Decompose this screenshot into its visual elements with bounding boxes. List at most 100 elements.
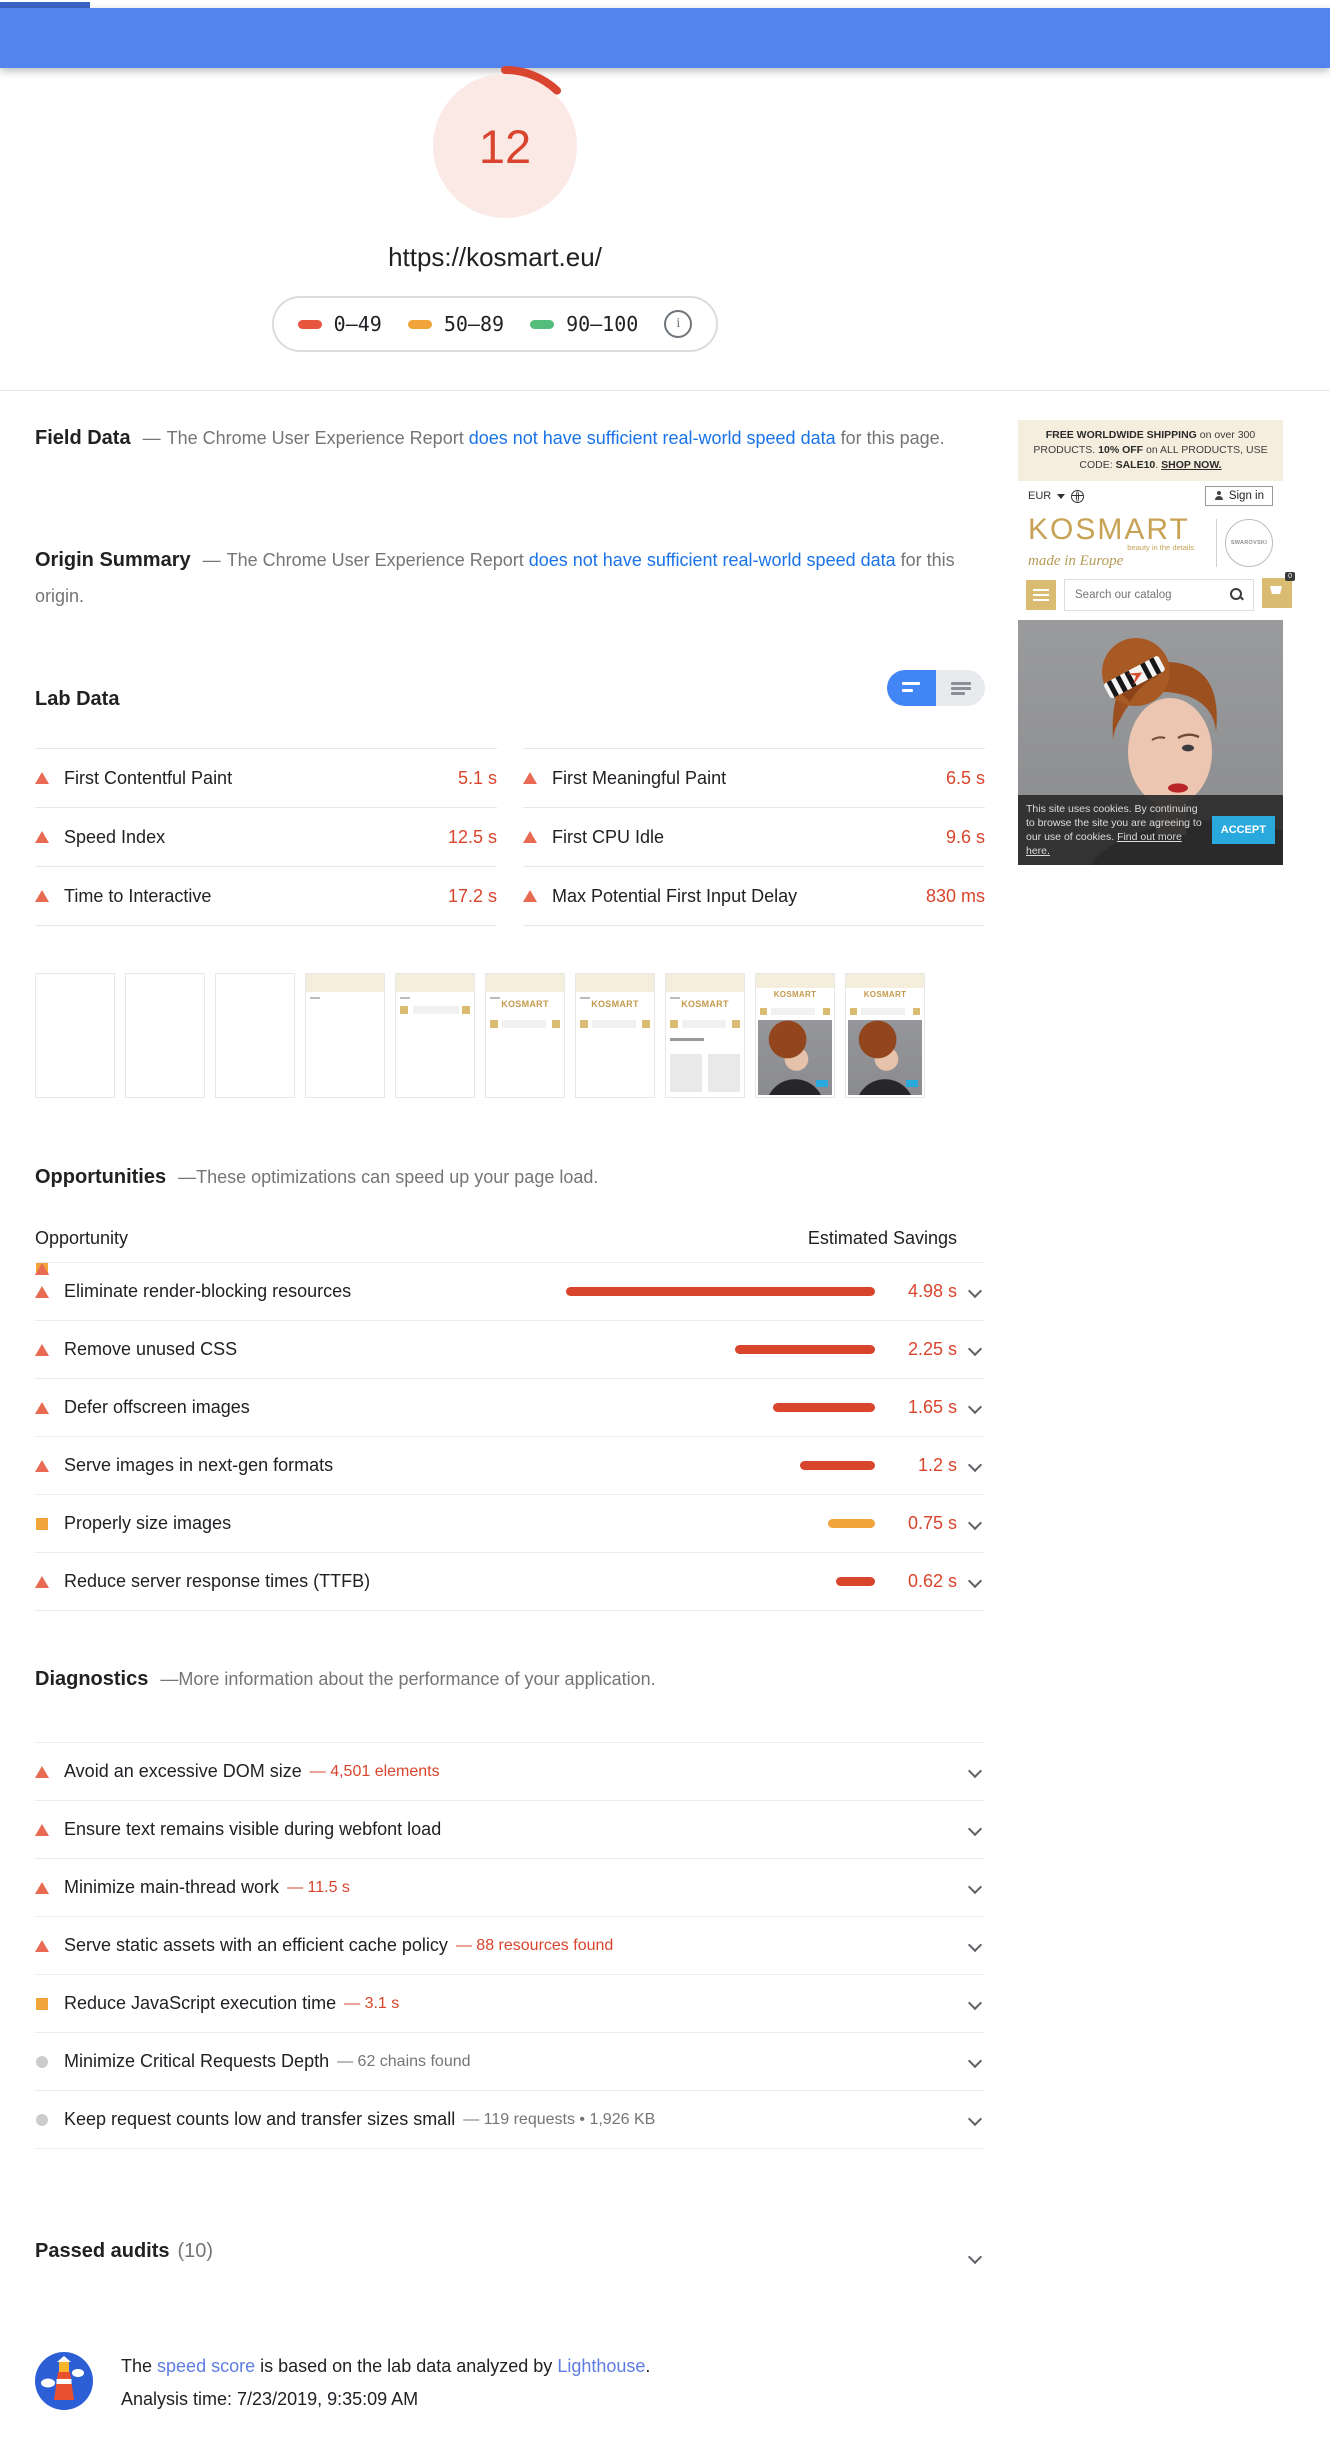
severity-icon	[35, 1575, 50, 1589]
performance-score-value: 12	[478, 119, 532, 173]
chevron-down-icon[interactable]	[967, 2112, 983, 2128]
chevron-down-icon[interactable]	[967, 1400, 983, 1416]
browser-tab-strip	[0, 2, 90, 8]
diagnostic-label: Ensure text remains visible during webfo…	[64, 1819, 442, 1839]
diagnostic-row[interactable]: Keep request counts low and transfer siz…	[35, 2090, 985, 2149]
search-icon[interactable]	[1229, 587, 1245, 603]
curx-link[interactable]: does not have sufficient real-world spee…	[468, 428, 836, 448]
metric-row: First Contentful Paint 5.1 s	[35, 748, 497, 807]
legend-range-average: 50–89	[407, 312, 504, 336]
chevron-down-icon[interactable]	[967, 1342, 983, 1358]
opportunities-subtitle: These optimizations can speed up your pa…	[196, 1167, 599, 1187]
currency-selector[interactable]: EUR	[1028, 490, 1052, 502]
detail-view-icon	[950, 681, 971, 695]
severity-icon	[35, 2055, 50, 2069]
info-icon[interactable]	[664, 310, 693, 338]
pass-dash-icon	[530, 319, 555, 329]
severity-icon	[35, 1401, 50, 1415]
store-logo[interactable]: KOSMART	[1028, 513, 1190, 546]
opportunities-rows: Eliminate render-blocking resources 4.98…	[35, 1262, 985, 1611]
site-preview-ad: FREE WORLDWIDE SHIPPING on over 300 PROD…	[1018, 420, 1330, 956]
chevron-down-icon[interactable]	[967, 2250, 983, 2266]
diagnostic-row[interactable]: Minimize main-thread work — 11.5 s	[35, 1858, 985, 1916]
cart-button-wrap: 0	[1262, 572, 1295, 612]
opportunity-row[interactable]: Defer offscreen images 1.65 s	[35, 1378, 985, 1436]
savings-value: 4.98 s	[907, 1281, 957, 1301]
savings-value: 1.65 s	[907, 1397, 957, 1417]
severity-icon	[35, 1881, 50, 1895]
opportunities-title: Opportunities	[35, 1166, 167, 1188]
diagnostic-label: Minimize main-thread work	[64, 1877, 280, 1897]
diagnostic-row[interactable]: Minimize Critical Requests Depth — 62 ch…	[35, 2032, 985, 2090]
store-utility-bar: EUR Sign in	[1018, 481, 1283, 511]
opportunity-row[interactable]: Properly size images 0.75 s	[35, 1494, 985, 1552]
diagnostic-row[interactable]: Reduce JavaScript execution time — 3.1 s	[35, 1974, 985, 2032]
promo-text: FREE WORLDWIDE SHIPPING	[1045, 429, 1197, 441]
opportunity-row[interactable]: Remove unused CSS 2.25 s	[35, 1320, 985, 1378]
lighthouse-link[interactable]: Lighthouse	[557, 2356, 646, 2376]
diagnostics-header: Diagnostics —More information about the p…	[35, 1668, 985, 1691]
chevron-down-icon[interactable]	[967, 1822, 983, 1838]
field-data-text: The Chrome User Experience Report	[166, 428, 469, 448]
chevron-down-icon[interactable]	[967, 1996, 983, 2012]
curx-link[interactable]: does not have sufficient real-world spee…	[528, 550, 896, 570]
filmstrip-thumbnail	[35, 973, 115, 1098]
severity-icon	[35, 830, 50, 844]
metric-row: Time to Interactive 17.2 s	[35, 866, 497, 926]
filmstrip-thumbnail	[305, 973, 385, 1098]
chevron-down-icon[interactable]	[967, 1938, 983, 1954]
search-input[interactable]	[1065, 589, 1229, 601]
severity-icon	[523, 771, 538, 785]
accept-cookies-button[interactable]: ACCEPT	[1211, 816, 1275, 844]
severity-icon	[35, 1765, 50, 1779]
diagnostics-title: Diagnostics	[35, 1668, 149, 1690]
diagnostic-label: Minimize Critical Requests Depth	[64, 2051, 330, 2071]
chevron-down-icon[interactable]	[967, 1458, 983, 1474]
opportunity-label: Defer offscreen images	[64, 1397, 250, 1417]
opportunity-row[interactable]: Reduce server response times (TTFB) 0.62…	[35, 1552, 985, 1611]
origin-summary-text: The Chrome User Experience Report	[226, 550, 529, 570]
chevron-down-icon[interactable]	[967, 1880, 983, 1896]
cart-button[interactable]	[1262, 578, 1292, 608]
savings-value: 0.75 s	[907, 1513, 957, 1533]
diagnostic-row[interactable]: Serve static assets with an efficient ca…	[35, 1916, 985, 1974]
severity-icon	[35, 1285, 50, 1299]
cookie-message: This site uses cookies. By continuing to…	[1026, 803, 1202, 843]
field-data-section: Field Data — The Chrome User Experience Re…	[35, 420, 970, 456]
diagnostic-value: — 11.5 s	[287, 1878, 350, 1896]
chevron-down-icon[interactable]	[967, 1516, 983, 1532]
speed-score-link[interactable]: speed score	[157, 2356, 256, 2376]
metric-row: First CPU Idle 9.6 s	[523, 807, 985, 866]
savings-bar	[800, 1461, 875, 1470]
chevron-down-icon[interactable]	[967, 1764, 983, 1780]
chevron-down-icon[interactable]	[967, 1574, 983, 1590]
cookie-more-link[interactable]: Find out more here.	[1026, 831, 1182, 857]
savings-bar	[773, 1403, 875, 1412]
footer-text: The speed score is based on the lab data…	[121, 2350, 650, 2416]
store-search-bar: 0	[1018, 572, 1295, 620]
performance-score-gauge: 12	[425, 66, 585, 226]
sign-in-button[interactable]: Sign in	[1204, 486, 1273, 506]
diagnostics-section: Diagnostics —More information about the p…	[35, 1668, 985, 2149]
shop-now-link[interactable]: SHOP NOW.	[1161, 459, 1222, 471]
opportunity-row[interactable]: Serve images in next-gen formats 1.2 s	[35, 1436, 985, 1494]
diagnostic-row[interactable]: Avoid an excessive DOM size — 4,501 elem…	[35, 1742, 985, 1800]
passed-audits-row[interactable]: Passed audits (10)	[35, 2240, 985, 2280]
opportunity-label: Properly size images	[64, 1513, 232, 1533]
diagnostic-label: Avoid an excessive DOM size	[64, 1761, 302, 1781]
footer-text-fragment: .	[645, 2356, 651, 2376]
opportunity-row[interactable]: Eliminate render-blocking resources 4.98…	[35, 1262, 985, 1320]
chevron-down-icon[interactable]	[967, 1284, 983, 1300]
lab-data-metrics: First Contentful Paint 5.1 s First Meani…	[35, 748, 985, 926]
diagnostic-value: — 119 requests • 1,926 KB	[463, 2110, 656, 2128]
detail-view-button[interactable]	[936, 670, 985, 706]
menu-button[interactable]	[1026, 580, 1056, 610]
lighthouse-logo-icon	[35, 2352, 93, 2410]
severity-icon	[35, 1343, 50, 1357]
compact-view-icon	[901, 681, 922, 695]
globe-icon[interactable]	[1071, 489, 1085, 503]
analysis-time: Analysis time: 7/23/2019, 9:35:09 AM	[121, 2389, 419, 2409]
diagnostic-row[interactable]: Ensure text remains visible during webfo…	[35, 1800, 985, 1858]
compact-view-button[interactable]	[887, 670, 936, 706]
chevron-down-icon[interactable]	[967, 2054, 983, 2070]
